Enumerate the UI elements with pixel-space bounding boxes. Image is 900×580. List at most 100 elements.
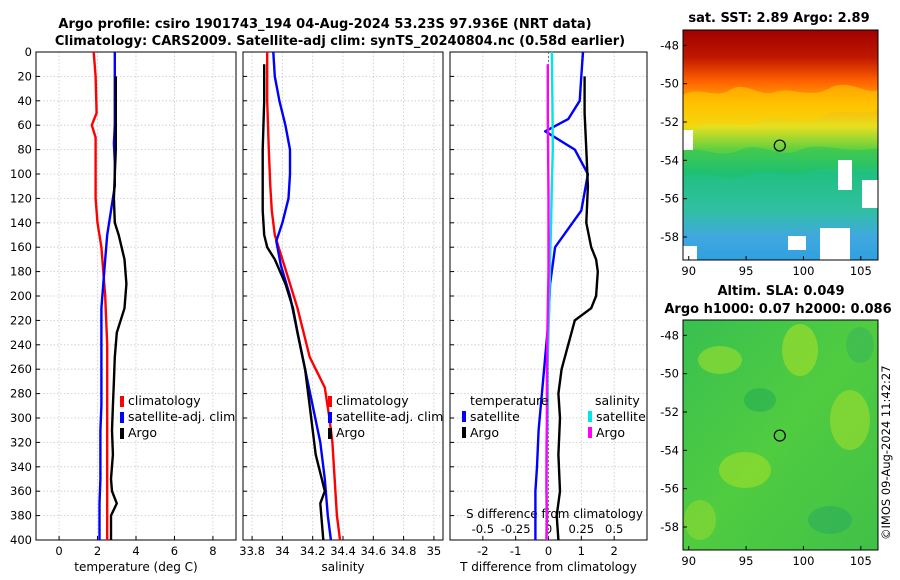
sst-front-band — [683, 146, 878, 178]
y-tick-label: 280 — [10, 387, 32, 401]
y-tick-label: 400 — [10, 533, 32, 547]
y-tick-label: 140 — [10, 216, 32, 230]
legend-swatch-s-argo — [588, 427, 592, 438]
map-x-tick-label: 105 — [850, 264, 872, 278]
x-tick-label: 0 — [545, 544, 552, 558]
legend-argo: Argo — [128, 425, 157, 440]
map-y-tick-label: -56 — [660, 192, 679, 206]
x-tick-label: 34 — [275, 544, 290, 558]
y-tick-label: 160 — [10, 240, 32, 254]
x-tick-label: 34.8 — [391, 544, 417, 558]
x-axis-label: T difference from climatology — [459, 560, 637, 574]
map-y-tick-label: -50 — [660, 77, 679, 91]
map-y-tick-label: -52 — [660, 115, 679, 129]
sst-cloud-mask — [683, 246, 697, 260]
legend-swatch-s-satellite — [588, 411, 592, 422]
difference-legend: temperature satellite Argo salinity sate… — [462, 393, 646, 440]
y-tick-label: 20 — [17, 69, 32, 83]
difference-panel: -2 -1 0 1 2 T difference from climatology S di… — [449, 51, 648, 574]
map-y-tick-label: -54 — [660, 443, 679, 457]
x-tick-label: 2 — [611, 544, 618, 558]
sst-warm-band — [683, 84, 878, 130]
legend-s-argo: Argo — [596, 425, 625, 440]
map-y-tick-label: -54 — [660, 153, 679, 167]
y-tick-label: 320 — [10, 435, 32, 449]
sst-cloud-mask — [820, 228, 850, 260]
sst-cloud-mask — [862, 180, 878, 208]
legend-s-satellite: satellite — [596, 409, 646, 424]
map-y-tick-label: -58 — [660, 520, 679, 534]
sla-anomaly — [684, 500, 716, 540]
sst-field — [683, 30, 878, 260]
sst-map-title: sat. SST: 2.89 Argo: 2.89 — [688, 11, 869, 26]
legend-climatology: climatology — [336, 393, 409, 408]
y-tick-label: 80 — [17, 143, 32, 157]
imos-timestamp: ©IMOS 09-Aug-2024 11:42:27 — [879, 365, 893, 540]
series-climatology — [90, 52, 109, 540]
salinity-legend: climatology satellite-adj. clim Argo — [328, 393, 443, 440]
x-tick-label: 1 — [578, 544, 585, 558]
y-tick-label: 360 — [10, 484, 32, 498]
map-y-tick-label: -52 — [660, 405, 679, 419]
y-tick-label: 60 — [17, 118, 32, 132]
axes-frame — [35, 51, 237, 541]
x-tick-label: 2 — [94, 544, 101, 558]
argo-location-marker — [773, 139, 786, 152]
x-axis-label: temperature (deg C) — [74, 560, 197, 574]
legend-swatch-satellite — [120, 412, 124, 423]
x-tick-label: 35 — [427, 544, 442, 558]
y-tick-label: 0 — [25, 45, 32, 59]
legend-swatch-argo — [120, 428, 124, 439]
map-y-tick-label: -56 — [660, 482, 679, 496]
top-tick-label: 0.5 — [605, 522, 623, 536]
axes-frame — [242, 51, 444, 541]
figure-title-line2: Climatology: CARS2009. Satellite-adj cli… — [55, 34, 625, 49]
map-y-tick-label: -50 — [660, 367, 679, 381]
x-tick-label: 34.4 — [330, 544, 356, 558]
map-x-tick-label: 105 — [850, 554, 872, 568]
y-tick-label: 200 — [10, 289, 32, 303]
y-tick-label: 180 — [10, 265, 32, 279]
y-tick-label: 340 — [10, 460, 32, 474]
sla-map-title: Altim. SLA: 0.049 — [718, 284, 845, 299]
y-tick-label: 240 — [10, 338, 32, 352]
sla-anomaly — [782, 324, 818, 376]
sla-map-frame — [682, 319, 879, 551]
legend-t-argo: Argo — [470, 425, 499, 440]
legend-climatology: climatology — [128, 393, 201, 408]
top-tick-label: -0.5 — [472, 522, 494, 536]
y-tick-label: 40 — [17, 94, 32, 108]
legend-satellite-adj: satellite-adj. clim — [336, 409, 443, 424]
x-axis-label: salinity — [321, 560, 364, 574]
series-t-argo — [555, 76, 599, 540]
x-tick-label: 4 — [132, 544, 139, 558]
legend-salinity-title: salinity — [595, 393, 640, 408]
sla-anomaly — [698, 346, 742, 374]
sst-cloud-mask — [788, 236, 806, 250]
map-x-tick-label: 95 — [739, 264, 754, 278]
series-climatology — [266, 52, 342, 540]
series-argo — [109, 76, 128, 540]
map-x-tick-label: 90 — [681, 264, 696, 278]
salinity-panel: 33.8 34 34.2 34.4 34.6 34.8 35 salinity — [239, 51, 444, 574]
sst-land-mask — [683, 130, 693, 150]
sst-cloud-mask — [838, 160, 852, 190]
y-tick-label: 100 — [10, 167, 32, 181]
series-satellite-adj-clim — [98, 52, 117, 540]
x-tick-label: -1 — [510, 544, 521, 558]
map-y-tick-label: -48 — [660, 38, 679, 52]
sla-map-subtitle: Argo h1000: 0.07 h2000: 0.086 — [664, 302, 891, 317]
map-x-tick-label: 90 — [681, 554, 696, 568]
map-x-tick-label: 95 — [739, 554, 754, 568]
series-argo — [261, 64, 326, 540]
temperature-panel: 0 2 4 6 8 temperature (deg C) 0 20 40 60 80 100 120 1… — [10, 45, 237, 574]
sst-map: sat. SST: 2.89 Argo: 2.89 90 95 100 105 -48 -… — [660, 11, 879, 278]
figure-title-line1: Argo profile: csiro 1901743_194 04-Aug-2… — [58, 17, 591, 32]
map-y-tick-label: -58 — [660, 230, 679, 244]
top-axis-label: S difference from climatology — [466, 507, 643, 521]
temperature-legend: climatology satellite-adj. clim Argo — [120, 393, 235, 440]
x-tick-label: -2 — [477, 544, 488, 558]
legend-swatch-climatology — [328, 396, 332, 407]
sla-anomaly — [744, 388, 776, 412]
